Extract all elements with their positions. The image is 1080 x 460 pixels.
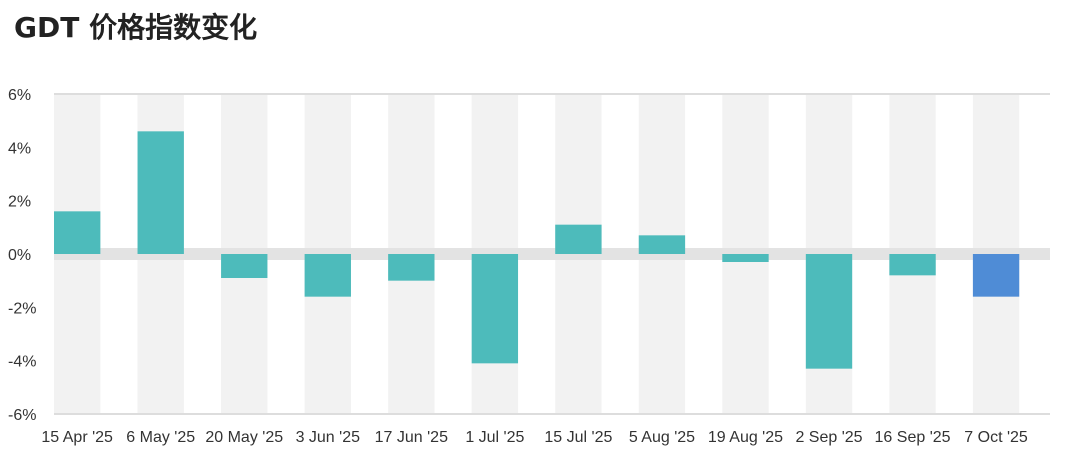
bar bbox=[54, 211, 101, 254]
bar bbox=[221, 254, 268, 278]
y-tick-label: 2% bbox=[8, 194, 31, 211]
x-category-label: 17 Jun '25 bbox=[375, 429, 448, 446]
bar bbox=[471, 254, 519, 364]
y-axis: 6% 4% 2% 0% -2% -4% -6% bbox=[8, 87, 1050, 424]
y-tick-label: 0% bbox=[8, 247, 31, 264]
zero-line bbox=[54, 248, 1050, 260]
bar bbox=[722, 254, 769, 262]
x-category-label: 19 Aug '25 bbox=[708, 429, 783, 446]
bar bbox=[555, 224, 602, 254]
x-category-label: 5 Aug '25 bbox=[629, 429, 695, 446]
bar bbox=[638, 235, 686, 254]
y-tick-label: 4% bbox=[8, 140, 31, 157]
x-category-label: 20 May '25 bbox=[205, 429, 283, 446]
bars bbox=[54, 131, 1020, 369]
x-category-label: 1 Jul '25 bbox=[465, 429, 524, 446]
x-category-label: 15 Apr '25 bbox=[41, 429, 113, 446]
y-tick-label: 6% bbox=[8, 87, 31, 104]
zero-band bbox=[54, 248, 1050, 260]
x-category-label: 7 Oct '25 bbox=[964, 429, 1028, 446]
y-tick-label: -6% bbox=[8, 407, 36, 424]
x-category-label: 6 May '25 bbox=[126, 429, 195, 446]
bar bbox=[889, 254, 936, 276]
x-category-label: 15 Jul '25 bbox=[544, 429, 612, 446]
chart-title: GDT 价格指数变化 bbox=[14, 11, 258, 44]
x-axis: 15 Apr '25 6 May '25 20 May '25 3 Jun '25 17… bbox=[41, 429, 1028, 446]
x-category-label: 16 Sep '25 bbox=[875, 429, 951, 446]
bar bbox=[972, 254, 1020, 297]
bar bbox=[304, 254, 351, 297]
x-category-label: 3 Jun '25 bbox=[296, 429, 361, 446]
bar bbox=[805, 254, 853, 369]
bar bbox=[137, 131, 184, 254]
bar bbox=[388, 254, 435, 281]
y-tick-label: -2% bbox=[8, 300, 36, 317]
x-category-label: 2 Sep '25 bbox=[795, 429, 862, 446]
y-tick-label: -4% bbox=[8, 354, 36, 371]
